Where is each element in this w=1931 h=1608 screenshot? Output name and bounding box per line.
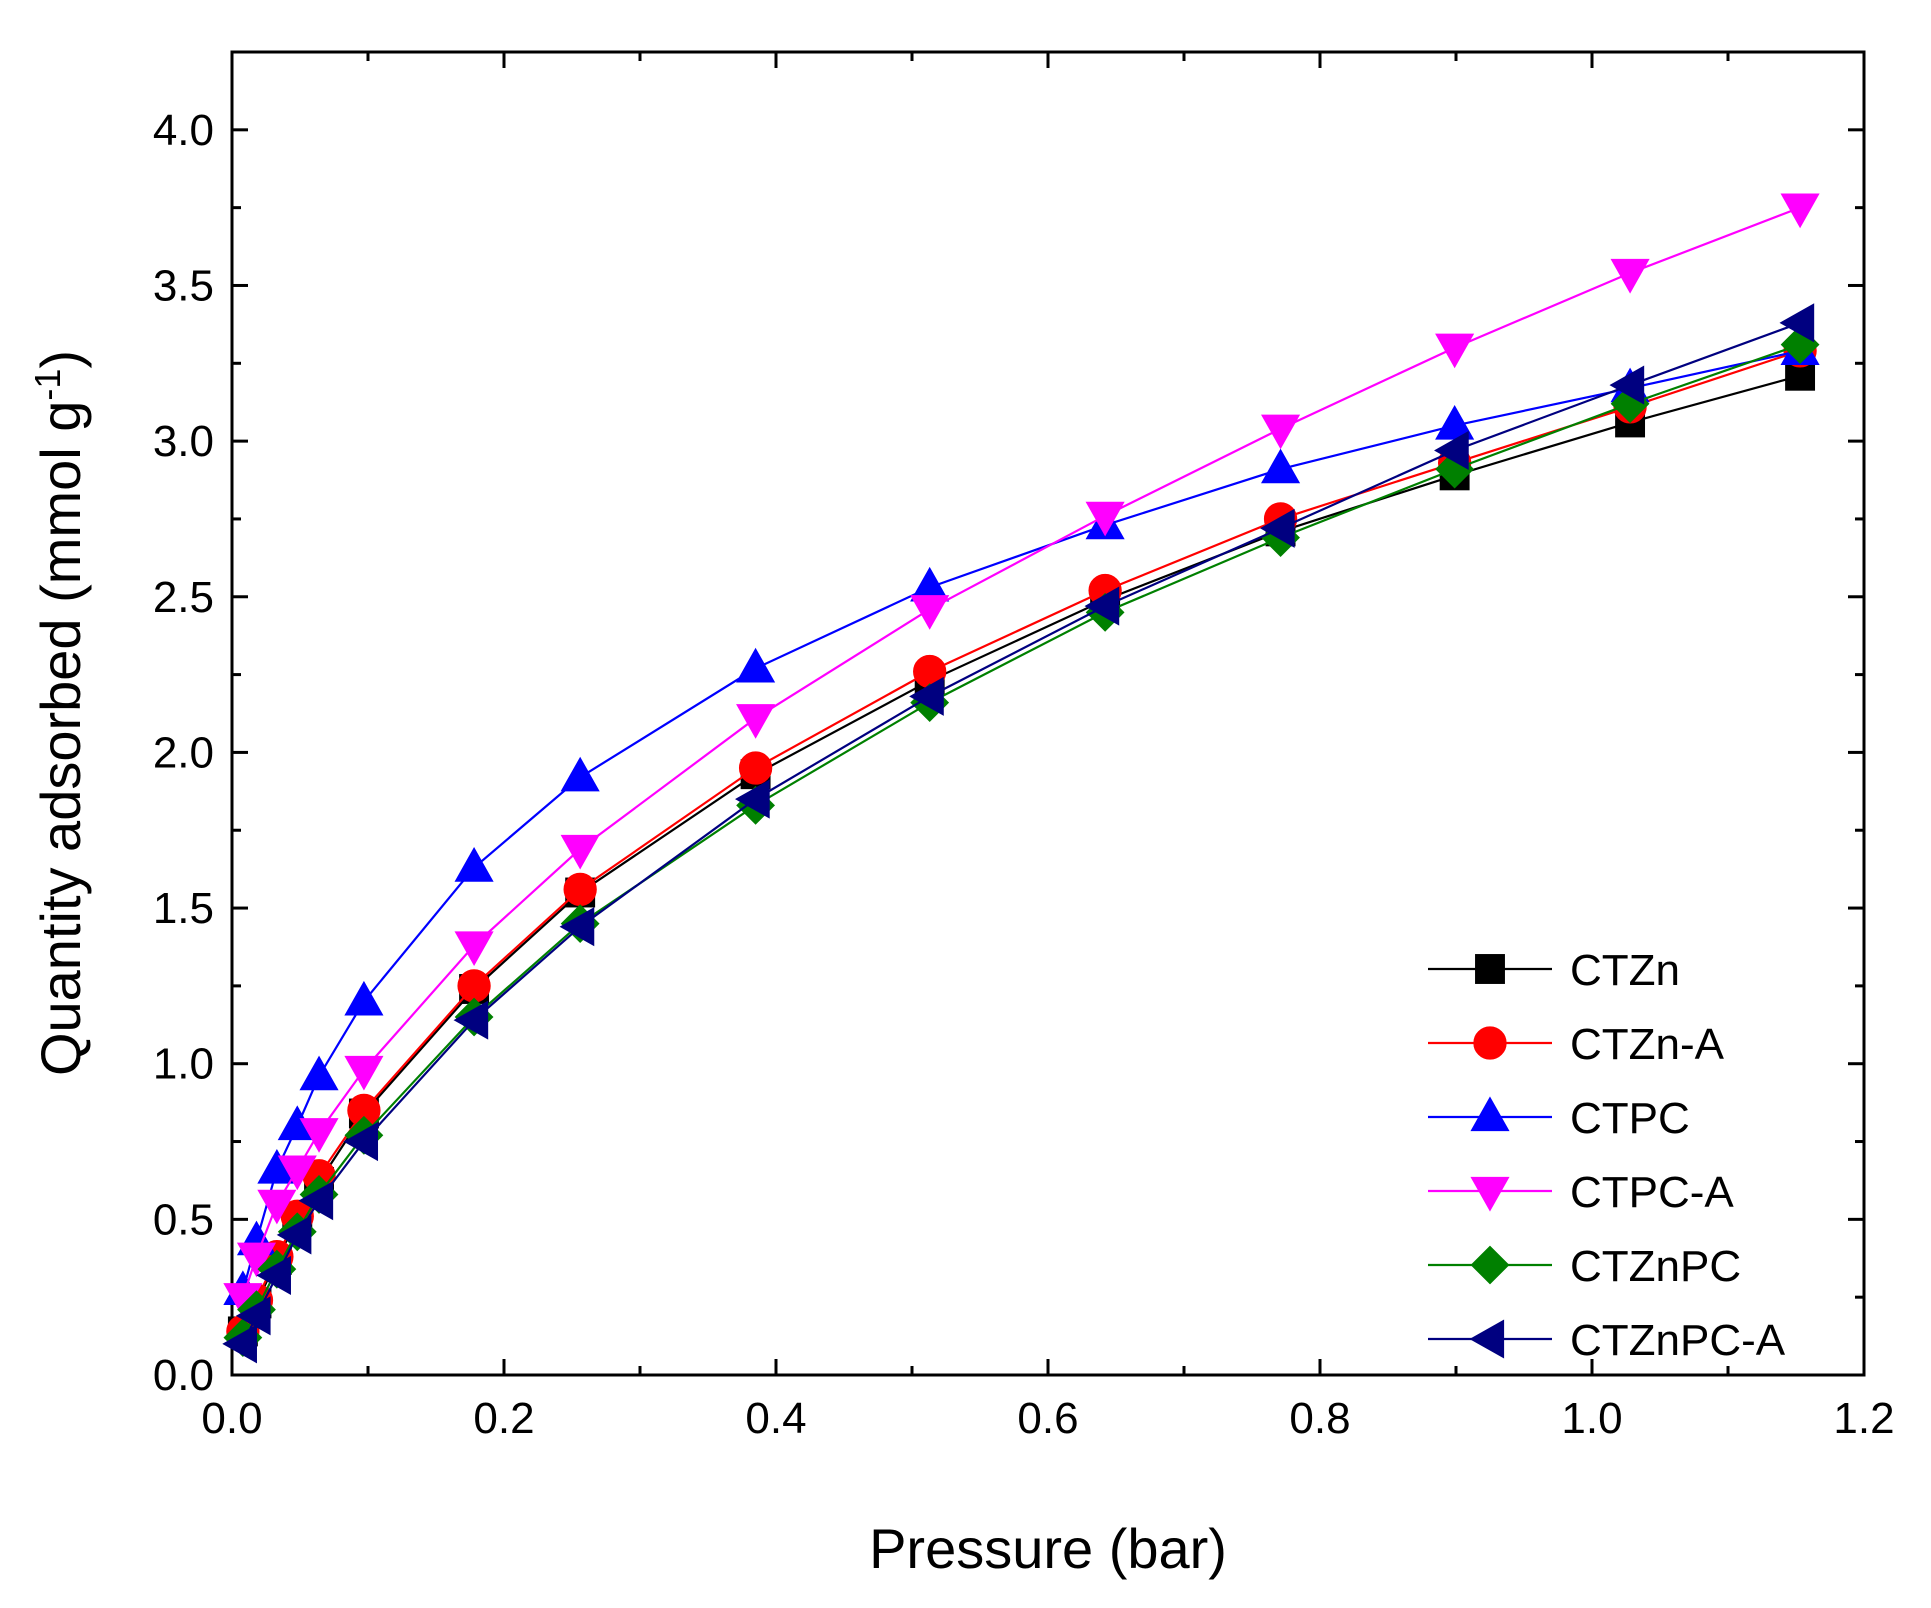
legend: CTZn CTZn-A CTPC CTPC-A CTZnPC CTZnPC-A — [1428, 946, 1786, 1365]
data-point — [454, 847, 494, 882]
data-point — [563, 872, 597, 907]
y-tick-label: 3.5 — [153, 261, 214, 310]
data-point — [344, 1055, 384, 1091]
legend-marker — [1469, 1319, 1505, 1359]
x-tick-label: 0.8 — [1289, 1394, 1350, 1443]
legend-marker — [1473, 1026, 1507, 1060]
legend-label: CTZn — [1570, 946, 1680, 995]
series-ctznpc-a — [222, 303, 1815, 1364]
data-point — [735, 779, 770, 819]
series-layer — [222, 193, 1820, 1364]
data-point — [736, 647, 776, 683]
legend-marker — [1475, 954, 1505, 984]
data-point — [222, 1324, 257, 1364]
data-point — [1434, 430, 1469, 471]
data-point — [1779, 303, 1815, 343]
data-point — [299, 1118, 339, 1153]
legend-marker — [1470, 1096, 1510, 1132]
y-axis-title: Quantity adsorbed (mmol g-1) — [27, 350, 93, 1076]
legend-item: CTZn — [1428, 946, 1680, 995]
series-ctpc-a — [223, 193, 1820, 1318]
y-tick-label: 4.0 — [153, 106, 214, 155]
legend-item: CTPC — [1428, 1094, 1690, 1143]
y-tick-label: 2.5 — [153, 573, 214, 622]
y-tick-label: 0.0 — [153, 1351, 214, 1400]
legend-marker — [1470, 1245, 1510, 1285]
data-point — [1085, 501, 1125, 537]
data-point — [298, 1181, 334, 1221]
legend-label: CTZn-A — [1570, 1020, 1725, 1069]
y-tick-label: 3.0 — [153, 417, 214, 466]
legend-label: CTPC-A — [1570, 1168, 1734, 1217]
data-point — [299, 1055, 339, 1091]
data-point — [560, 834, 600, 870]
x-tick-label: 1.2 — [1833, 1394, 1894, 1443]
data-point — [257, 1189, 297, 1225]
legend-item: CTZnPC-A — [1428, 1316, 1786, 1365]
series-line — [241, 206, 1801, 1298]
y-axis-title-close: ) — [29, 350, 92, 369]
legend-label: CTPC — [1570, 1094, 1690, 1143]
data-point — [1435, 333, 1475, 369]
x-axis-title: Pressure (bar) — [869, 1517, 1227, 1580]
data-point — [343, 1121, 379, 1162]
data-point — [277, 1155, 317, 1191]
data-point — [1610, 258, 1650, 294]
x-tick-label: 0.4 — [745, 1394, 806, 1443]
series-ctpc — [223, 330, 1820, 1306]
legend-label: CTZnPC — [1570, 1242, 1741, 1291]
data-point — [909, 676, 944, 716]
series-line — [241, 343, 1801, 1339]
y-tick-label: 0.5 — [153, 1195, 214, 1244]
y-tick-label: 1.0 — [153, 1040, 214, 1089]
y-tick-label: 1.5 — [153, 884, 214, 933]
data-point — [736, 704, 776, 739]
y-axis: 0.0 0.5 1.0 1.5 2.0 2.5 3.0 3.5 4.0 — [153, 106, 1864, 1400]
y-axis-title-main: Quantity adsorbed (mmol g — [29, 401, 92, 1076]
data-point — [454, 931, 494, 966]
x-tick-label: 0.0 — [201, 1394, 262, 1443]
data-point — [559, 907, 595, 947]
data-point — [457, 969, 491, 1003]
x-tick-label: 1.0 — [1561, 1394, 1622, 1443]
data-point — [453, 1000, 489, 1040]
x-tick-label: 0.6 — [1017, 1394, 1078, 1443]
data-point — [738, 751, 773, 785]
data-point — [1084, 586, 1120, 626]
series-line — [241, 349, 1801, 1332]
data-point — [1261, 448, 1301, 484]
x-axis: 0.0 0.2 0.4 0.6 0.8 1.0 1.2 — [201, 52, 1895, 1443]
y-axis-title-superscript: -1 — [27, 369, 68, 401]
y-tick-label: 2.0 — [153, 728, 214, 777]
legend-marker — [1470, 1176, 1510, 1212]
data-point — [236, 1242, 277, 1278]
data-point — [1261, 414, 1301, 450]
legend-item: CTZnPC — [1428, 1242, 1741, 1291]
data-point — [560, 756, 600, 792]
series-line — [241, 321, 1801, 1345]
legend-label: CTZnPC-A — [1570, 1316, 1786, 1365]
data-point — [256, 1255, 291, 1295]
x-tick-label: 0.2 — [473, 1394, 534, 1443]
data-point — [235, 1296, 271, 1336]
data-point — [1780, 193, 1820, 229]
data-point — [910, 595, 950, 630]
series-line — [241, 349, 1801, 1292]
data-point — [1609, 365, 1645, 405]
legend-item: CTPC-A — [1428, 1168, 1734, 1217]
data-point — [1259, 508, 1295, 548]
legend-item: CTZn-A — [1428, 1020, 1725, 1069]
data-point — [344, 980, 384, 1016]
data-point — [276, 1215, 312, 1255]
